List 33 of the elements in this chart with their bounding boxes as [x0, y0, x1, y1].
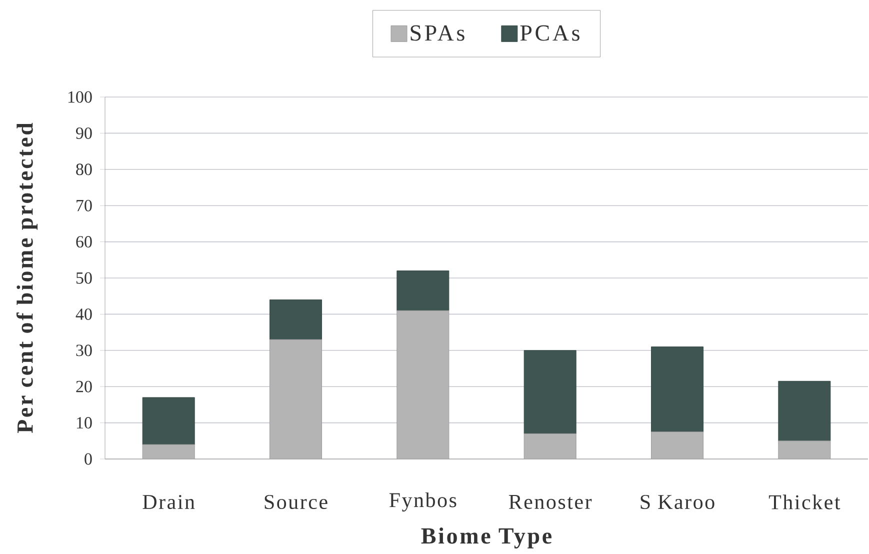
y-tick-label: 80	[76, 164, 92, 176]
y-tick-label: 20	[76, 380, 92, 392]
y-tick-label: 30	[76, 344, 92, 356]
x-tick-label: Renoster	[508, 495, 592, 509]
y-tick-label: 60	[76, 236, 92, 248]
y-tick-label: 0	[84, 453, 92, 465]
bar	[524, 433, 576, 459]
bar	[270, 339, 322, 459]
y-tick-label: 50	[76, 272, 92, 284]
x-tick-label: Drain	[142, 494, 195, 510]
x-axis-title: Biome Type	[421, 528, 552, 548]
y-tick-label: 70	[76, 200, 92, 212]
x-tick-label: Fynbos	[389, 492, 456, 512]
bar	[524, 350, 576, 434]
bar	[396, 270, 450, 311]
y-tick-label: 90	[76, 127, 92, 139]
bar	[142, 397, 195, 445]
y-tick-label: 100	[68, 91, 92, 103]
x-tick-label: S Karoo	[640, 494, 714, 510]
bar	[778, 380, 831, 442]
bar	[142, 444, 195, 459]
bar	[396, 310, 450, 459]
y-tick-label: 40	[76, 308, 92, 320]
legend-label: SPAs	[410, 25, 464, 41]
bar	[778, 440, 831, 459]
x-tick-label: Thicket	[768, 494, 840, 510]
y-tick-label: 10	[76, 417, 92, 429]
bar	[651, 432, 704, 459]
bar	[270, 299, 322, 340]
x-tick-label: Source	[264, 494, 328, 510]
y-axis-title: Per cent of biome protected	[16, 122, 38, 434]
legend-label: PCAs	[520, 25, 580, 41]
bar	[651, 346, 704, 432]
